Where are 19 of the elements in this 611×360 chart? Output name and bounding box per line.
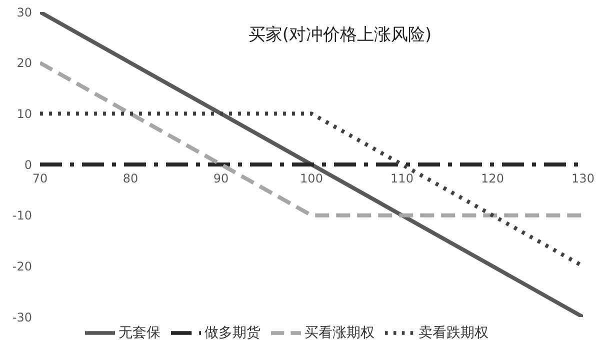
y-tick-label: 30 [16,5,32,20]
y-tick-label: -10 [12,208,32,223]
legend-label: 做多期货 [204,324,260,341]
y-tick-label: -20 [12,259,32,274]
x-tick-label: 80 [122,172,138,186]
y-tick-label: 20 [16,56,32,70]
legend-label: 卖看跌期权 [418,324,488,341]
y-tick-label: -30 [12,310,32,324]
y-tick-label: 10 [16,106,32,121]
x-tick-label: 70 [32,172,48,186]
x-tick-label: 130 [572,172,594,186]
legend-label: 无套保 [118,324,160,341]
legend-label: 买看涨期权 [304,324,374,341]
text: 买家(对冲价格上涨风险) [248,25,432,45]
x-tick-label: 120 [481,172,504,186]
y-tick-label: 0 [24,158,32,172]
x-tick-label: 90 [213,172,229,186]
x-tick-label: 100 [300,172,323,186]
x-tick-label: 110 [390,172,414,186]
